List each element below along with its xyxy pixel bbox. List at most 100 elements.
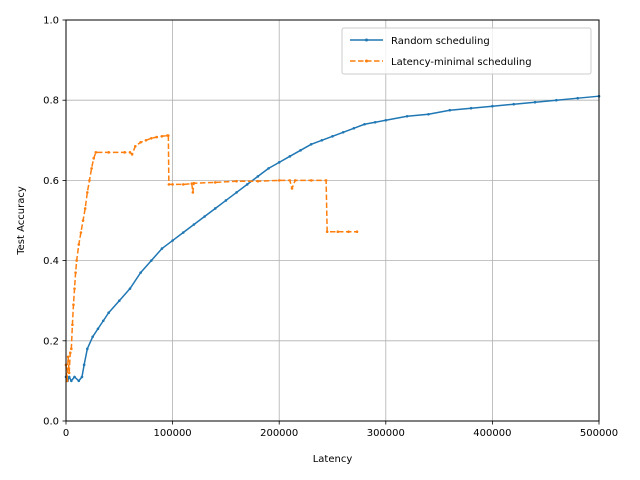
- data-point: [256, 175, 260, 178]
- series-latency-minimal-scheduling: [64, 134, 359, 383]
- data-point: [149, 137, 153, 140]
- y-tick-label: 0.0: [43, 417, 59, 428]
- data-point: [130, 153, 134, 156]
- data-point: [325, 230, 329, 234]
- data-point: [384, 118, 388, 122]
- data-point: [83, 207, 87, 210]
- data-point: [427, 112, 430, 116]
- data-point: [224, 199, 228, 202]
- data-point: [213, 207, 217, 210]
- data-point: [155, 135, 158, 139]
- grid: [65, 19, 600, 422]
- data-point: [213, 181, 217, 184]
- data-point: [67, 371, 71, 375]
- data-point: [512, 102, 516, 106]
- data-point: [107, 311, 110, 315]
- data-point: [144, 139, 148, 142]
- data-point: [448, 108, 452, 112]
- data-point: [336, 230, 340, 234]
- data-point: [405, 114, 409, 118]
- data-point: [77, 243, 81, 246]
- x-tick-label: 100000: [154, 428, 192, 439]
- data-point: [68, 351, 72, 355]
- data-point: [309, 179, 313, 182]
- data-point: [160, 247, 164, 250]
- data-point: [190, 182, 194, 185]
- data-point: [171, 239, 174, 242]
- data-point: [80, 375, 84, 379]
- data-point: [491, 104, 494, 108]
- legend: Random scheduling Latency-minimal schedu…: [341, 27, 592, 75]
- data-point: [192, 181, 196, 185]
- data-point: [192, 223, 196, 226]
- y-tick-label: 0.8: [43, 96, 59, 107]
- x-tick-label: 300000: [367, 428, 405, 439]
- data-point: [128, 287, 132, 290]
- data-point: [139, 271, 142, 274]
- data-point: [71, 323, 74, 327]
- data-point: [324, 179, 328, 182]
- data-point: [191, 191, 195, 194]
- data-point: [363, 122, 366, 126]
- data-point: [88, 179, 91, 182]
- data-point: [96, 327, 100, 331]
- data-point: [309, 143, 313, 146]
- legend-label-latency-minimal: Latency-minimal scheduling: [391, 57, 532, 68]
- x-axis-label: Latency: [313, 454, 353, 465]
- data-point: [555, 98, 558, 102]
- data-point: [86, 191, 89, 194]
- data-point: [320, 139, 324, 142]
- data-point: [290, 187, 294, 190]
- y-tick-label: 1.0: [43, 16, 59, 27]
- data-point: [94, 151, 98, 154]
- data-point: [181, 231, 185, 234]
- data-point: [72, 303, 75, 307]
- data-point: [102, 319, 105, 323]
- data-point: [288, 155, 292, 158]
- data-point: [277, 179, 281, 182]
- x-tick-label: 200000: [260, 428, 298, 439]
- data-point: [79, 231, 83, 234]
- data-point: [107, 151, 110, 154]
- data-point: [67, 375, 71, 379]
- data-point: [73, 287, 76, 290]
- x-tick-label: 500000: [580, 428, 618, 439]
- data-point: [167, 183, 171, 186]
- data-point: [86, 347, 89, 351]
- data-point: [576, 96, 579, 100]
- data-point: [149, 259, 153, 262]
- data-point: [352, 126, 356, 130]
- data-point: [256, 179, 260, 183]
- data-point: [235, 191, 238, 194]
- data-point: [288, 179, 292, 182]
- data-point: [235, 179, 238, 183]
- data-point: [139, 141, 142, 144]
- data-point: [133, 145, 137, 148]
- y-tick-label: 0.4: [43, 256, 59, 267]
- data-point: [123, 151, 126, 154]
- y-tick-label: 0.2: [43, 336, 59, 347]
- data-point: [128, 151, 132, 154]
- legend-marker-random: [365, 38, 368, 42]
- legend-marker-latency-minimal: [365, 59, 368, 63]
- data-point: [277, 161, 281, 164]
- data-point: [70, 379, 73, 383]
- data-point: [181, 183, 185, 186]
- data-point: [66, 355, 70, 359]
- data-point: [347, 230, 350, 234]
- y-axis-label: Test Accuracy: [16, 186, 27, 256]
- data-point: [75, 259, 78, 262]
- y-tick-label: 0.6: [43, 176, 59, 187]
- data-point: [92, 157, 96, 160]
- data-point: [341, 130, 345, 134]
- data-point: [167, 134, 170, 137]
- data-point: [77, 379, 81, 383]
- data-point: [533, 100, 537, 104]
- plot-frame: [65, 19, 600, 422]
- data-point: [469, 106, 473, 110]
- data-point: [203, 215, 206, 218]
- data-point: [73, 375, 76, 379]
- data-point: [82, 363, 86, 367]
- data-point: [299, 149, 302, 152]
